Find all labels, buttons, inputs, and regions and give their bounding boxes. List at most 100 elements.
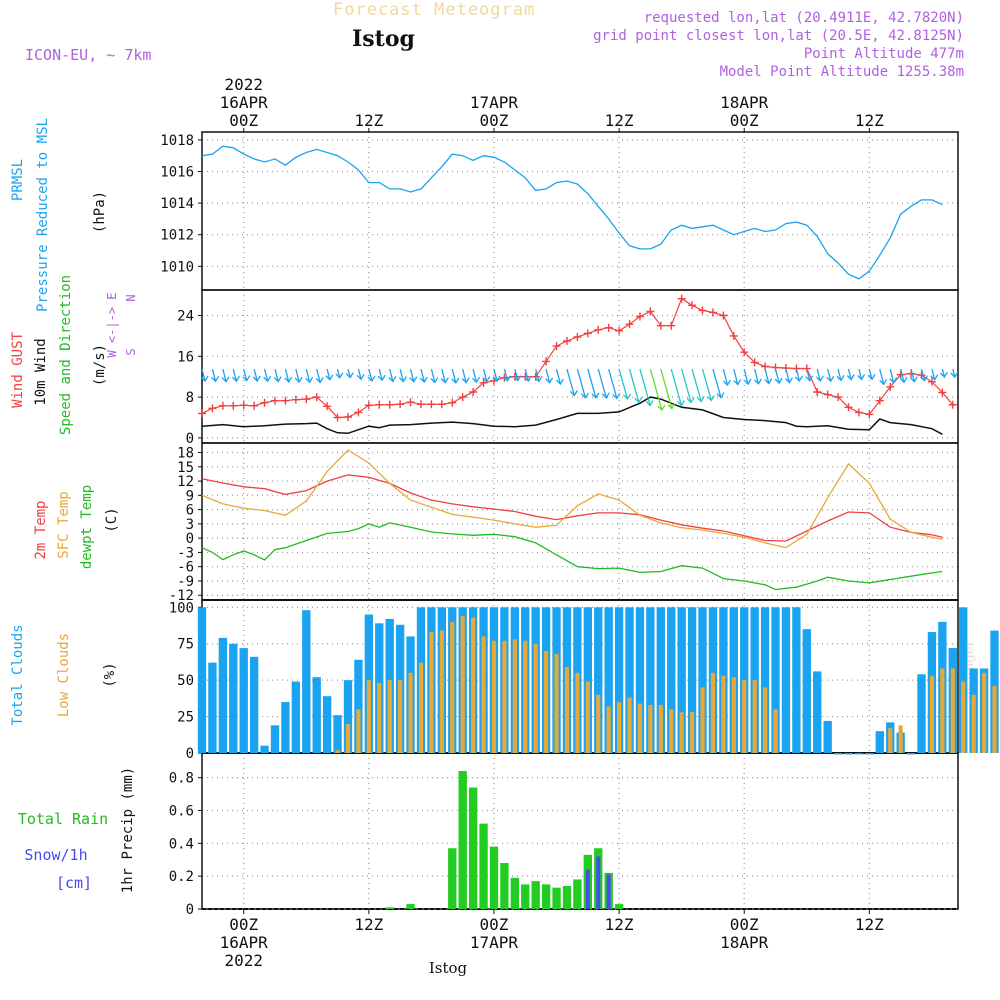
y-tick-label: 1018 <box>160 133 194 149</box>
low-cloud-bar <box>356 709 361 753</box>
gust-marker <box>208 404 217 413</box>
wind-arrow-head <box>805 375 814 382</box>
wind-direction-arrow <box>774 368 780 384</box>
gust-marker <box>291 395 300 404</box>
snow-bar <box>585 869 590 909</box>
y-tick-label: 1014 <box>160 196 194 212</box>
y-tick-label: 18 <box>177 446 194 462</box>
wind-arrow-head <box>430 377 439 384</box>
total-cloud-bar <box>792 607 801 753</box>
rain-bar <box>489 846 499 909</box>
low-cloud-bar <box>950 668 955 753</box>
low-cloud-bar <box>679 712 684 753</box>
gust-marker <box>406 398 415 407</box>
wind-arrow-head <box>930 374 939 381</box>
low-cloud-bar <box>710 672 716 753</box>
low-cloud-bar <box>533 643 538 753</box>
wind-direction-arrow <box>316 368 321 383</box>
bottom-time-label: 12Z <box>605 915 634 934</box>
low-cloud-bar <box>940 668 945 753</box>
wind-speed-line <box>201 396 943 435</box>
wind-direction-arrow <box>576 368 587 398</box>
pressure-label-prmsl: PRMSL <box>10 159 26 201</box>
total-cloud-bar <box>218 637 228 753</box>
wind-direction-arrow <box>336 368 341 379</box>
wind-direction-arrow <box>545 368 551 383</box>
y-tick-label: 0.4 <box>169 836 194 852</box>
total-cloud-bar <box>667 607 676 753</box>
total-cloud-bar <box>302 610 311 753</box>
y-tick-label: 24 <box>177 309 194 325</box>
total-cloud-bar <box>687 607 697 753</box>
y-tick-label: 1012 <box>160 228 194 244</box>
gust-marker <box>750 358 759 367</box>
wind-direction-arrow <box>795 368 801 382</box>
y-tick-label: 50 <box>177 673 194 689</box>
gust-marker <box>594 325 603 334</box>
low-cloud-bar <box>554 653 559 753</box>
wind-arrow-head <box>284 376 293 383</box>
wind-direction-arrow <box>389 368 394 382</box>
low-cloud-bar <box>471 617 476 753</box>
wind-arrow-head <box>857 374 866 381</box>
wind-direction-arrow <box>837 368 842 381</box>
y-tick-label: 0.2 <box>169 869 194 885</box>
wind-arrow-head <box>846 374 855 381</box>
total-cloud-bar <box>249 656 259 753</box>
wind-arrow-head <box>367 375 376 383</box>
low-cloud-bar <box>377 683 382 753</box>
total-cloud-bar <box>781 607 791 753</box>
low-cloud-bar <box>617 702 622 753</box>
total-cloud-bar <box>802 629 811 753</box>
total-cloud-bar <box>875 731 884 753</box>
gust-line <box>201 297 954 419</box>
model-name: ICON-EU, ~ 7km <box>25 46 152 64</box>
y-tick-label: -6 <box>177 560 194 576</box>
total-cloud-bar <box>322 696 332 753</box>
gust-marker <box>510 372 519 381</box>
low-cloud-bar <box>345 723 351 753</box>
gust-marker <box>813 388 822 396</box>
total-cloud-bar <box>354 659 363 753</box>
snow-bar <box>596 856 601 909</box>
low-cloud-bar <box>460 616 465 753</box>
low-cloud-bar <box>700 687 705 753</box>
wind-arrow-head <box>686 397 695 404</box>
low-cloud-bar <box>648 704 653 753</box>
total-cloud-bar <box>698 607 707 753</box>
gust-marker <box>427 400 436 409</box>
wind-direction-arrow <box>681 368 692 403</box>
total-cloud-bar <box>260 745 269 753</box>
wind-direction-arrow <box>462 368 467 383</box>
low-cloud-bar <box>450 621 455 753</box>
wind-arrow-head <box>826 375 835 383</box>
wind-arrow-head <box>774 377 783 385</box>
total-cloud-bar <box>906 753 916 755</box>
gust-marker <box>740 348 749 357</box>
top-time-label: 00Z <box>229 111 258 130</box>
low-cloud-bar <box>637 703 643 753</box>
total-cloud-bar <box>270 725 280 753</box>
gust-marker <box>333 413 342 422</box>
gust-marker <box>729 331 738 340</box>
wind-direction-arrow <box>587 368 597 398</box>
total-cloud-bar <box>917 674 926 753</box>
total-cloud-bar <box>865 753 874 755</box>
wind-arrow-head <box>502 375 511 382</box>
wind-direction-arrow <box>347 368 351 378</box>
wind-direction-arrow <box>430 368 436 383</box>
gust-marker <box>448 398 457 407</box>
bottom-time-label: 2022 <box>224 951 263 970</box>
clouds-unit-label: (%) <box>102 662 118 687</box>
gust-marker <box>281 396 290 405</box>
precip-rain-label: Total Rain <box>18 810 108 828</box>
wind-direction-arrow <box>649 368 663 411</box>
total-cloud-bar <box>771 607 780 753</box>
wind-arrow-head <box>939 371 948 379</box>
wind-direction-arrow <box>378 368 383 381</box>
low-cloud-bar <box>773 709 778 753</box>
wind-direction-arrow <box>660 368 673 409</box>
low-cloud-bar <box>335 750 340 753</box>
rain-bar <box>562 886 572 909</box>
rain-bar <box>479 823 488 909</box>
